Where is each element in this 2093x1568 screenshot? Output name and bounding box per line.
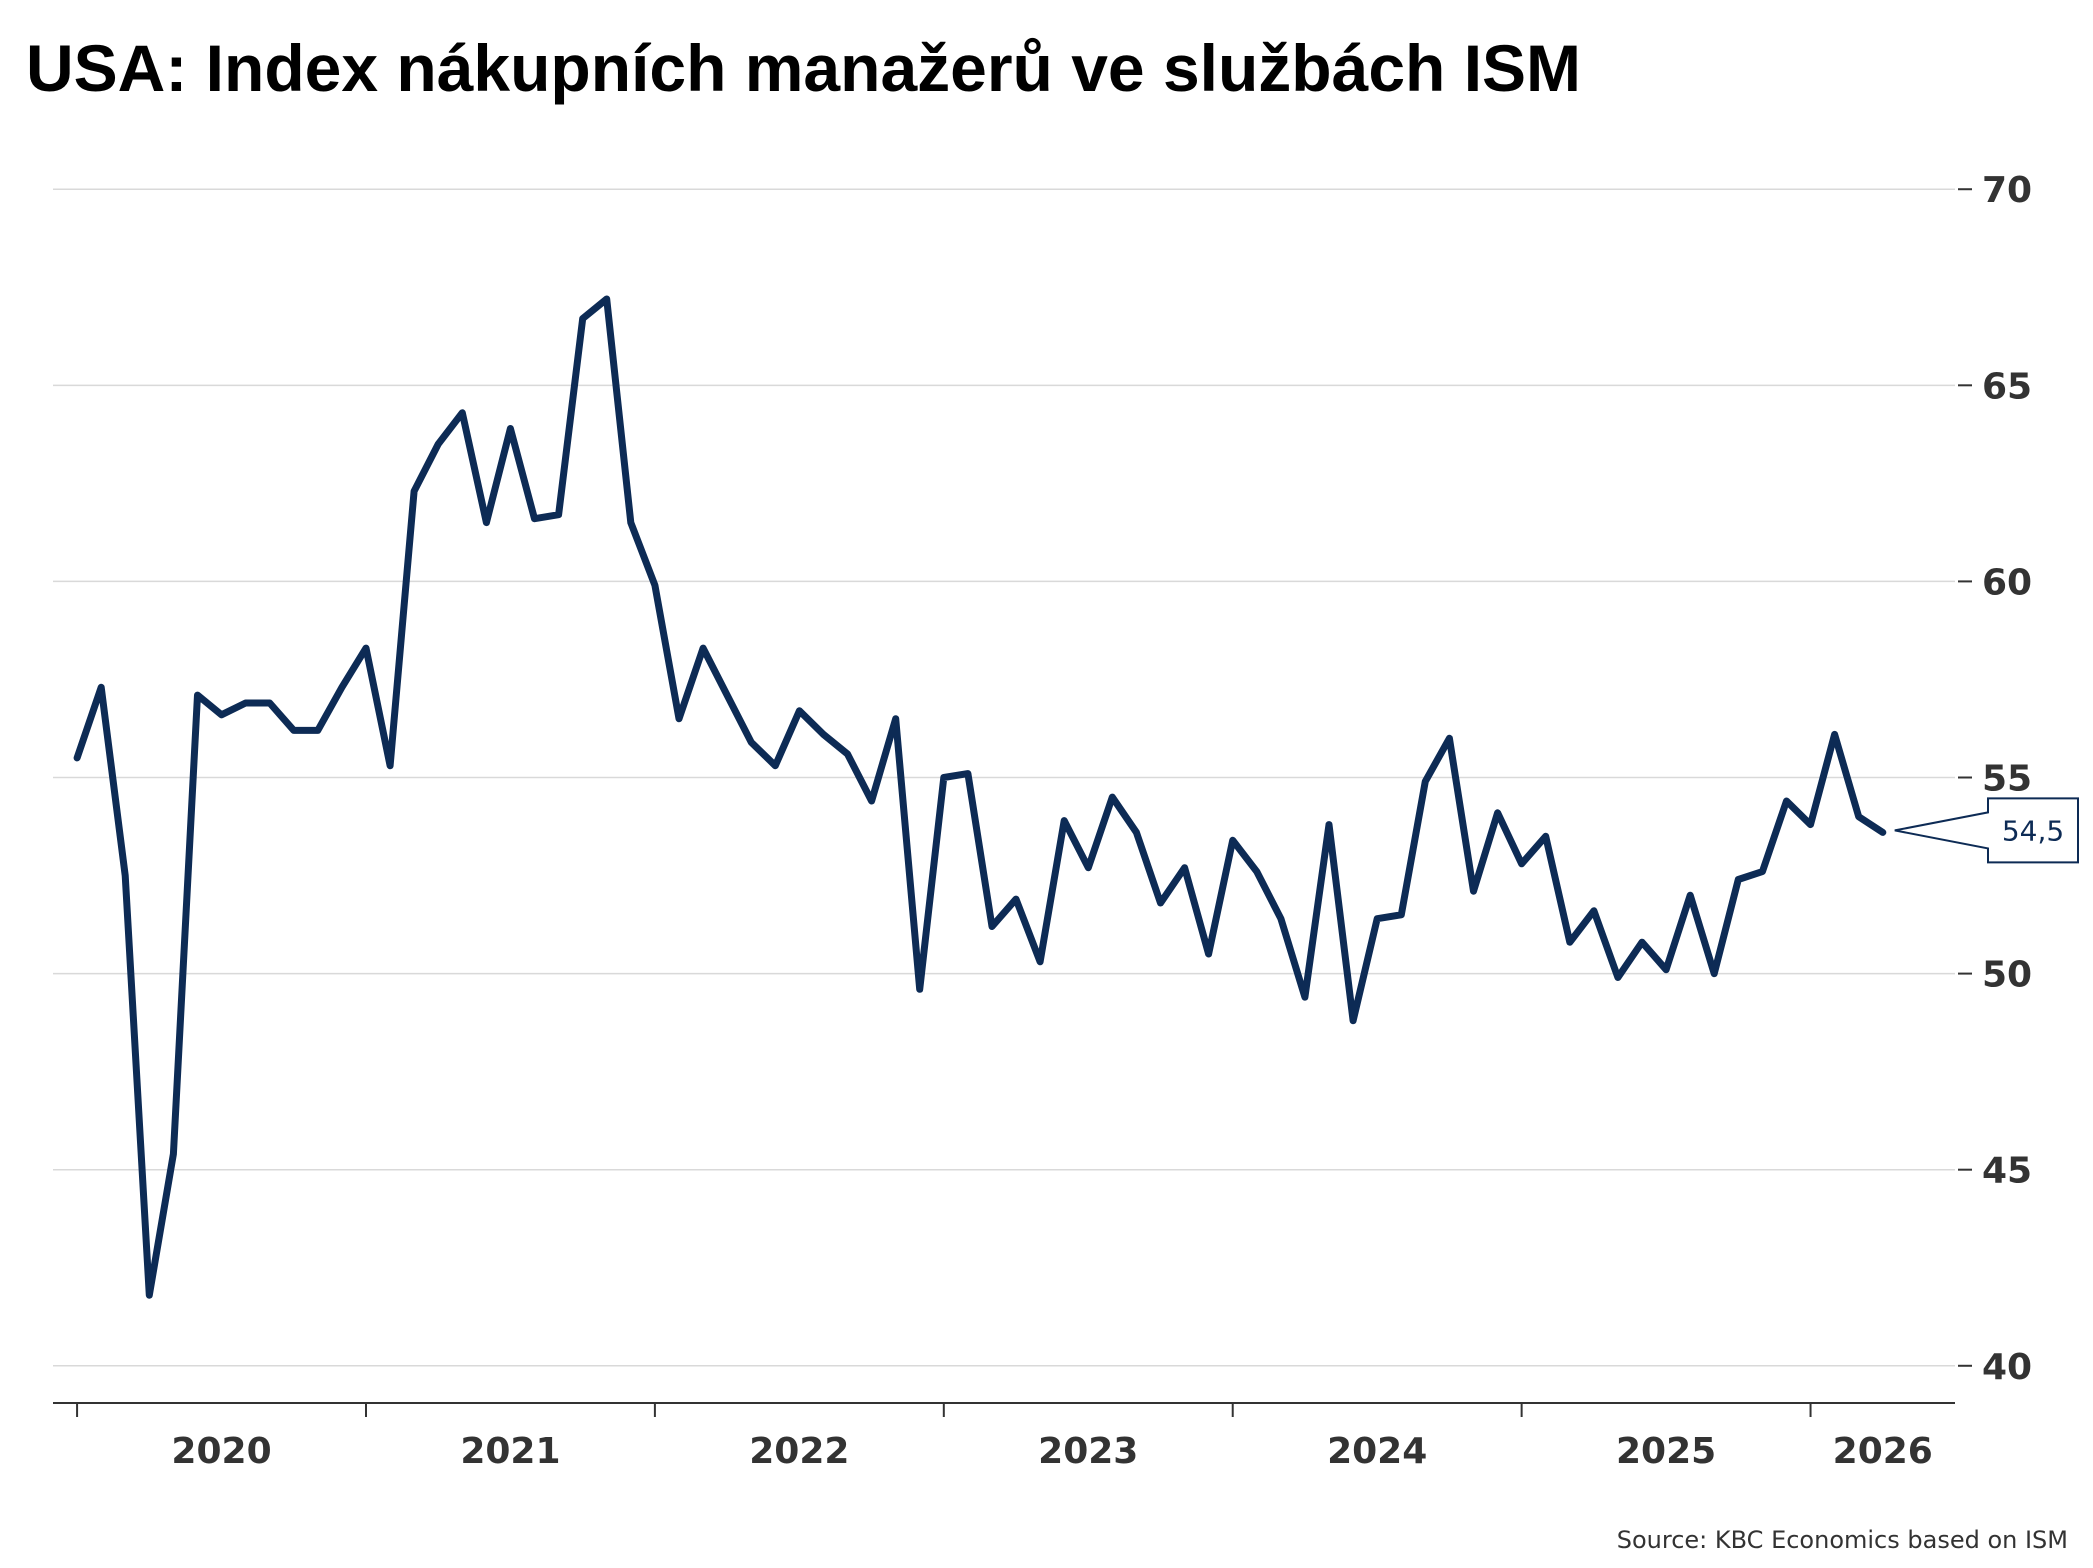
source-note: Source: KBC Economics based on ISM [1617, 1526, 2068, 1554]
y-tick-label-60: 60 [1982, 562, 2032, 603]
x-tick-label-2023: 2023 [1038, 1431, 1138, 1472]
y-tick-label-70: 70 [1982, 170, 2032, 211]
x-tick-label-2022: 2022 [749, 1431, 849, 1472]
x-tick-label-2024: 2024 [1327, 1431, 1427, 1472]
y-tick-label-40: 40 [1982, 1347, 2032, 1388]
series-layer [73, 295, 1887, 1299]
last-value-callout: 54,5 [1894, 797, 2079, 864]
x-tick-label-2025: 2025 [1616, 1431, 1716, 1472]
last-value-box [1894, 797, 2079, 864]
y-tick-label-50: 50 [1982, 955, 2032, 996]
chart-title: USA: Index nákupních manažerů ve službác… [26, 31, 1582, 105]
gridlines [53, 188, 1955, 1367]
x-tick-label-2020: 2020 [171, 1431, 271, 1472]
y-tick-label-55: 55 [1982, 759, 2032, 800]
x-tick-label-2026: 2026 [1833, 1431, 1933, 1472]
y-tick-label-45: 45 [1982, 1151, 2032, 1192]
series-line-0 [73, 295, 1887, 1299]
y-tick-label-65: 65 [1982, 366, 2032, 407]
last-value-label: 54,5 [2002, 814, 2064, 847]
x-tick-label-2021: 2021 [460, 1431, 560, 1472]
axes: 40 45 50 55 60 65 70 2020 2021 2022 2023 2024 2025 20… [53, 170, 2032, 1472]
